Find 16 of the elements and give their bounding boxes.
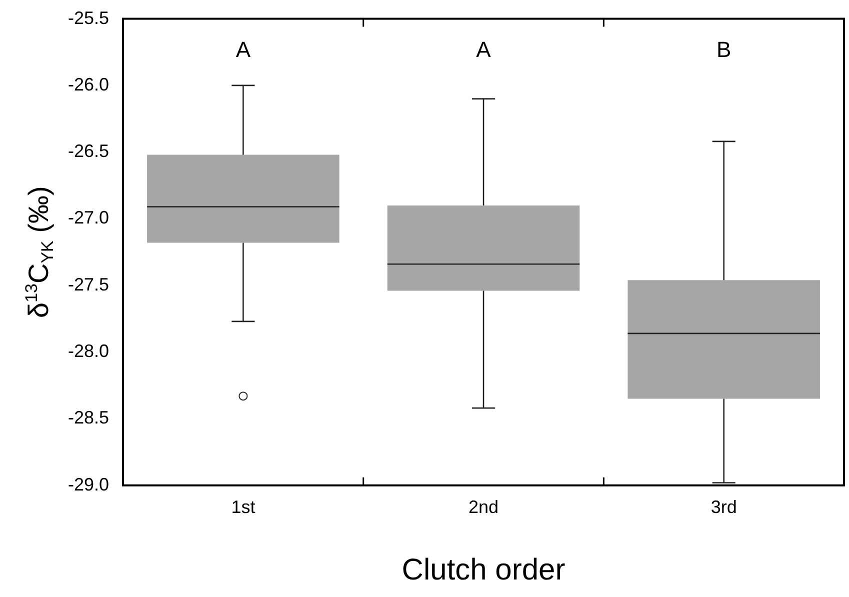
y-tick-label: -29.0	[68, 474, 110, 494]
x-axis-title: Clutch order	[402, 553, 566, 586]
annotation: A	[236, 36, 251, 62]
x-tick-label: 3rd	[710, 497, 737, 518]
y-tick-label: -26.0	[68, 74, 110, 94]
y-tick-label: -27.5	[68, 274, 110, 294]
y-tick-label: -28.0	[68, 341, 110, 362]
y-tick-label: -28.5	[68, 408, 110, 428]
y-tick-label: -25.5	[68, 8, 110, 28]
x-tick-label: 1st	[231, 497, 256, 518]
y-tick-label: -26.5	[68, 141, 110, 162]
y-axis-title: δ13CYK (‰)	[22, 186, 57, 318]
annotation: B	[716, 36, 732, 62]
y-tick-label: -27.0	[68, 208, 110, 228]
annotation: A	[476, 36, 492, 62]
x-tick-label: 2nd	[468, 497, 499, 518]
